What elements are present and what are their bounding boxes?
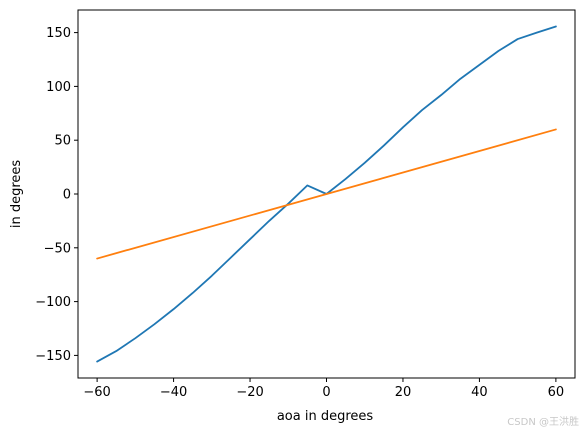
y-tick-label: 0 <box>63 188 71 203</box>
x-tick-label: −60 <box>83 385 110 400</box>
y-tick-label: 50 <box>54 134 71 149</box>
x-axis-label: aoa in degrees <box>277 409 374 424</box>
y-tick-label: −100 <box>35 295 71 310</box>
x-tick-label: 20 <box>395 385 412 400</box>
watermark: CSDN @王洪胜 <box>507 417 579 428</box>
axes: −60 −40 −20 0 20 40 60 −150 −100 −50 0 50 100 150 <box>35 9 576 400</box>
y-tick-label: 150 <box>46 26 71 41</box>
x-tick-label: 60 <box>548 385 565 400</box>
series-group <box>96 25 557 363</box>
y-tick-label: −150 <box>35 349 71 364</box>
y-axis-label: in degrees <box>9 160 24 229</box>
y-tick-label: 100 <box>46 80 71 95</box>
x-tick-label: 40 <box>471 385 488 400</box>
x-tick-label: −40 <box>160 385 187 400</box>
x-tick-label: 0 <box>322 385 330 400</box>
series-line-2 <box>96 128 557 260</box>
x-tick-label: −20 <box>236 385 263 400</box>
y-tick-label: −50 <box>44 241 71 256</box>
